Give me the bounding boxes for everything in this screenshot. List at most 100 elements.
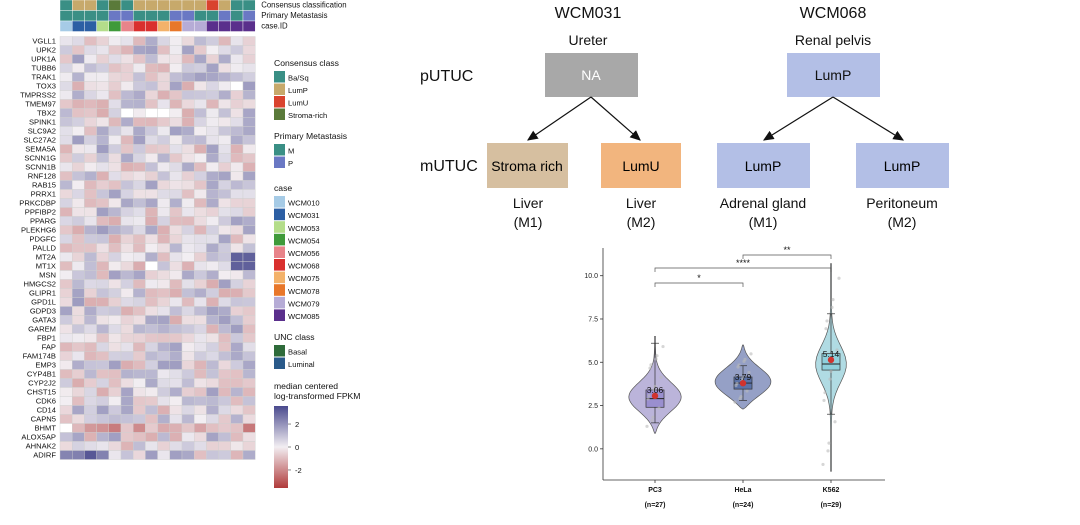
heatmap-cell bbox=[59, 171, 73, 181]
heatmap-cell bbox=[157, 162, 171, 172]
heatmap-cell bbox=[59, 405, 73, 415]
heatmap-cell bbox=[59, 99, 73, 109]
heatmap-cell bbox=[206, 180, 219, 190]
heatmap-cell bbox=[145, 315, 158, 325]
heatmap-cell bbox=[169, 378, 183, 388]
gene-label: CAPN5 bbox=[31, 415, 56, 424]
heatmap-cell bbox=[206, 414, 219, 424]
heatmap-cell bbox=[230, 117, 244, 127]
heatmap-cell bbox=[108, 189, 122, 199]
legend-swatch bbox=[274, 345, 285, 357]
heatmap-cell bbox=[120, 360, 134, 370]
data-point bbox=[647, 393, 651, 398]
heatmap-cell bbox=[169, 54, 183, 64]
heatmap-cell bbox=[206, 144, 219, 154]
heatmap-cell bbox=[157, 423, 171, 433]
heatmap-cell bbox=[218, 135, 232, 145]
heatmap-cell bbox=[157, 72, 171, 82]
mean-label: 5.14 bbox=[823, 349, 840, 359]
n-label: (n=29) bbox=[821, 502, 842, 509]
heatmap-cell bbox=[218, 405, 232, 415]
heatmap-cell bbox=[230, 414, 244, 424]
heatmap-cell bbox=[120, 117, 134, 127]
annotation-cell bbox=[145, 20, 158, 32]
heatmap-cell bbox=[206, 378, 219, 388]
heatmap-cell bbox=[181, 306, 195, 316]
data-point bbox=[655, 354, 659, 358]
gene-label: EMP3 bbox=[35, 361, 56, 370]
heatmap-cell bbox=[218, 216, 232, 226]
heatmap-cell bbox=[169, 225, 183, 235]
legend-item-label: LumP bbox=[288, 86, 308, 95]
heatmap-cell bbox=[132, 333, 146, 343]
heatmap-cell bbox=[120, 225, 134, 235]
heatmap-cell bbox=[193, 117, 207, 127]
case-title: WCM068 bbox=[800, 5, 867, 22]
annotation-cell bbox=[157, 0, 171, 11]
annotation-cell bbox=[71, 20, 85, 32]
heatmap-cell bbox=[120, 36, 134, 46]
legend-swatch bbox=[274, 284, 285, 296]
heatmap-cell bbox=[96, 117, 109, 127]
heatmap-cell bbox=[96, 315, 109, 325]
heatmap-cell bbox=[84, 72, 97, 82]
heatmap-cell bbox=[108, 441, 122, 451]
heatmap-cell bbox=[132, 207, 146, 217]
heatmap-cell bbox=[132, 270, 146, 280]
heatmap-cell bbox=[108, 99, 122, 109]
y-tick-label: 10.0 bbox=[584, 273, 598, 280]
heatmap-cell bbox=[230, 171, 244, 181]
heatmap-cell bbox=[206, 387, 219, 397]
legend-swatch bbox=[274, 83, 285, 95]
heatmap-cell bbox=[230, 153, 244, 163]
gene-label: SPINK1 bbox=[29, 118, 56, 127]
heatmap-cell bbox=[169, 171, 183, 181]
heatmap-cell bbox=[157, 198, 171, 208]
annotation-cell bbox=[71, 10, 85, 22]
heatmap-cell bbox=[84, 342, 97, 352]
heatmap-cell bbox=[59, 306, 73, 316]
heatmap-cell bbox=[193, 378, 207, 388]
heatmap-cell bbox=[242, 423, 256, 433]
data-point bbox=[749, 352, 753, 356]
data-point bbox=[821, 462, 825, 467]
heatmap-cell bbox=[71, 288, 85, 298]
met-code: (M1) bbox=[514, 214, 543, 230]
heatmap-cell bbox=[157, 207, 171, 217]
heatmap-cell bbox=[132, 414, 146, 424]
heatmap-cell bbox=[59, 387, 73, 397]
heatmap-cell bbox=[145, 306, 158, 316]
heatmap-cell bbox=[242, 225, 256, 235]
heatmap-cell bbox=[157, 135, 171, 145]
heatmap-cell bbox=[157, 324, 171, 334]
row-label-primary: pUTUC bbox=[420, 68, 473, 85]
annotation-cell bbox=[169, 0, 183, 11]
heatmap-cell bbox=[71, 270, 85, 280]
legend-item-label: Luminal bbox=[288, 360, 315, 369]
heatmap-cell bbox=[169, 126, 183, 136]
heatmap-cell bbox=[145, 45, 158, 55]
gene-label: UPK1A bbox=[31, 55, 57, 64]
heatmap-cell bbox=[206, 189, 219, 199]
heatmap-cell bbox=[96, 81, 109, 91]
legend-item-label: P bbox=[288, 159, 293, 168]
met-box bbox=[856, 143, 949, 188]
gene-label: GLIPR1 bbox=[29, 289, 56, 298]
annotation-cell bbox=[145, 10, 158, 22]
heatmap-cell bbox=[145, 99, 158, 109]
heatmap-cell bbox=[230, 243, 244, 253]
heatmap-cell bbox=[59, 279, 73, 289]
data-point bbox=[652, 388, 656, 392]
heatmap-cell bbox=[181, 81, 195, 91]
heatmap-cell bbox=[193, 252, 207, 262]
annotation-cell bbox=[169, 10, 183, 22]
heatmap-cell bbox=[108, 225, 122, 235]
heatmap-cell bbox=[230, 234, 244, 244]
heatmap-cell bbox=[145, 324, 158, 334]
heatmap-cell bbox=[120, 90, 134, 100]
heatmap-cell bbox=[242, 360, 256, 370]
heatmap-cell bbox=[206, 216, 219, 226]
annotation-cell bbox=[96, 20, 109, 32]
legend-title: UNC class bbox=[274, 332, 315, 342]
annotation-cell bbox=[157, 20, 171, 32]
